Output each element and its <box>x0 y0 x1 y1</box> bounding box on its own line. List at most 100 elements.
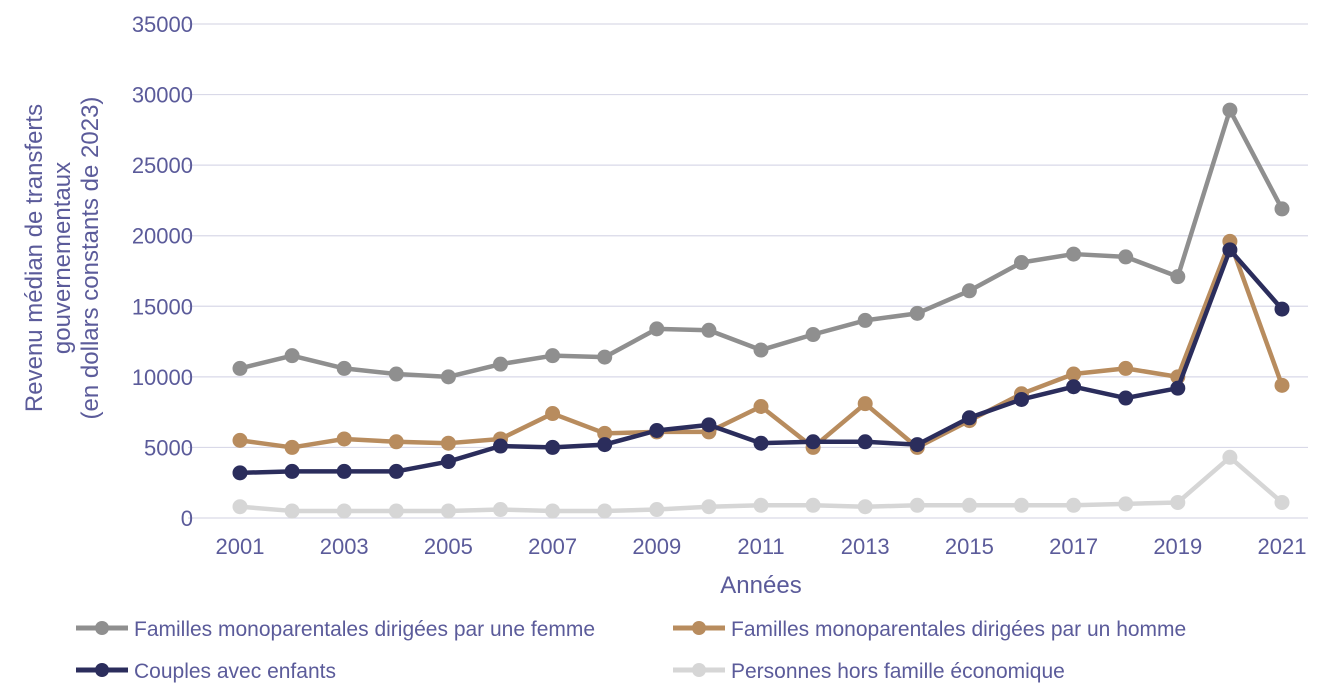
series-0-point-2003 <box>336 360 352 376</box>
legend-marker-homme <box>692 621 706 635</box>
x-tick-label-2017: 2017 <box>1049 534 1098 559</box>
series-1-point-2001 <box>232 432 248 448</box>
x-tick-label-2005: 2005 <box>424 534 473 559</box>
series-2-point-2019 <box>1170 380 1186 396</box>
y-tick-label-10000: 10000 <box>132 365 193 390</box>
series-0-point-2013 <box>857 312 873 328</box>
series-0-point-2017 <box>1066 246 1082 262</box>
series-3-point-2013 <box>857 499 873 515</box>
series-3 <box>232 449 1290 519</box>
series-0-point-2002 <box>284 348 300 364</box>
series-0-point-2010 <box>701 322 717 338</box>
series-layer <box>232 102 1290 519</box>
series-1-point-2005 <box>440 435 456 451</box>
series-2-point-2008 <box>597 437 613 453</box>
x-tick-label-2019: 2019 <box>1153 534 1202 559</box>
series-1-point-2008 <box>597 425 613 441</box>
x-tick-label-2015: 2015 <box>945 534 994 559</box>
series-3-point-2018 <box>1118 496 1134 512</box>
series-0-point-2004 <box>388 366 404 382</box>
gridlines <box>188 23 1308 519</box>
series-1-point-2021 <box>1274 377 1290 393</box>
series-3-point-2011 <box>753 497 769 513</box>
series-2-point-2015 <box>961 410 977 426</box>
legend-marker-hors-famille <box>692 663 706 677</box>
series-0-point-2019 <box>1170 269 1186 285</box>
series-2-point-2013 <box>857 434 873 450</box>
legend-label-homme: Familles monoparentales dirigées par un … <box>731 618 1186 641</box>
y-tick-label-20000: 20000 <box>132 224 193 249</box>
series-2-point-2014 <box>909 437 925 453</box>
legend-item-couples: Couples avec enfants <box>76 660 336 683</box>
y-axis-title-line-3: (en dollars constants de 2023) <box>77 97 104 420</box>
series-2-point-2021 <box>1274 301 1290 317</box>
series-2-point-2017 <box>1066 379 1082 395</box>
series-0 <box>232 102 1290 385</box>
series-2 <box>232 242 1290 481</box>
series-0-point-2005 <box>440 369 456 385</box>
series-0-point-2007 <box>545 348 561 364</box>
series-2-point-2011 <box>753 435 769 451</box>
series-2-point-2006 <box>493 438 508 454</box>
y-tick-label-30000: 30000 <box>132 83 193 108</box>
series-3-point-2002 <box>284 503 300 519</box>
series-1-point-2002 <box>284 439 300 455</box>
series-0-point-2011 <box>753 342 769 358</box>
series-3-point-2008 <box>597 503 613 519</box>
series-0-point-2020 <box>1222 102 1238 118</box>
series-1-point-2018 <box>1118 360 1134 376</box>
series-2-point-2001 <box>232 465 248 481</box>
series-2-point-2018 <box>1118 390 1134 406</box>
series-1-point-2013 <box>857 396 873 412</box>
series-2-point-2012 <box>805 434 821 450</box>
x-axis-ticks: 2001 2003 2005 2007 2009 2011 2013 2015 2017 2019… <box>216 534 1307 559</box>
y-axis-title: Revenu médian de transferts gouvernement… <box>21 97 104 420</box>
series-0-point-2001 <box>232 360 248 376</box>
x-axis-title: Années <box>720 572 801 599</box>
series-3-point-2003 <box>336 503 352 519</box>
series-0-point-2016 <box>1014 255 1029 271</box>
series-0-point-2012 <box>805 327 821 343</box>
y-tick-label-35000: 35000 <box>132 12 193 37</box>
y-axis-title-line-1: Revenu médian de transferts <box>21 104 48 412</box>
series-2-point-2004 <box>388 463 404 479</box>
series-2-point-2010 <box>701 417 717 433</box>
y-tick-label-15000: 15000 <box>132 294 193 319</box>
y-tick-label-5000: 5000 <box>144 435 193 460</box>
x-tick-label-2007: 2007 <box>528 534 577 559</box>
series-3-point-2019 <box>1170 494 1186 510</box>
series-3-point-2012 <box>805 497 821 513</box>
legend-marker-couples <box>95 663 109 677</box>
series-2-point-2016 <box>1014 391 1029 407</box>
series-2-point-2020 <box>1222 242 1238 258</box>
series-3-point-2015 <box>961 497 977 513</box>
x-tick-label-2003: 2003 <box>320 534 369 559</box>
series-0-point-2018 <box>1118 249 1134 265</box>
series-2-point-2009 <box>649 422 665 438</box>
series-3-point-2014 <box>909 497 925 513</box>
legend-label-hors-famille: Personnes hors famille économique <box>731 660 1065 683</box>
series-3-point-2005 <box>440 503 456 519</box>
x-tick-label-2013: 2013 <box>841 534 890 559</box>
series-2-point-2005 <box>440 454 456 470</box>
legend-item-femme: Familles monoparentales dirigées par une… <box>76 618 595 641</box>
y-tick-label-25000: 25000 <box>132 153 193 178</box>
series-2-point-2007 <box>545 439 561 455</box>
x-tick-label-2001: 2001 <box>216 534 265 559</box>
series-0-point-2008 <box>597 349 613 365</box>
x-tick-label-2011: 2011 <box>737 534 784 559</box>
series-0-point-2015 <box>961 283 977 299</box>
series-3-point-2007 <box>545 503 561 519</box>
y-axis-ticks: 0 5000 10000 15000 20000 25000 30000 35000 <box>132 12 193 531</box>
x-tick-label-2021: 2021 <box>1258 534 1307 559</box>
y-axis-title-line-2: gouvernementaux <box>49 162 76 354</box>
series-1-point-2003 <box>336 431 352 447</box>
series-3-point-2020 <box>1222 449 1238 465</box>
y-tick-label-0: 0 <box>181 506 193 531</box>
series-3-point-2006 <box>493 502 508 518</box>
legend: Familles monoparentales dirigées par une… <box>76 618 1186 683</box>
series-1-point-2011 <box>753 398 769 414</box>
series-0-point-2014 <box>909 305 925 321</box>
legend-item-homme: Familles monoparentales dirigées par un … <box>673 618 1186 641</box>
series-0-line <box>237 107 1285 380</box>
